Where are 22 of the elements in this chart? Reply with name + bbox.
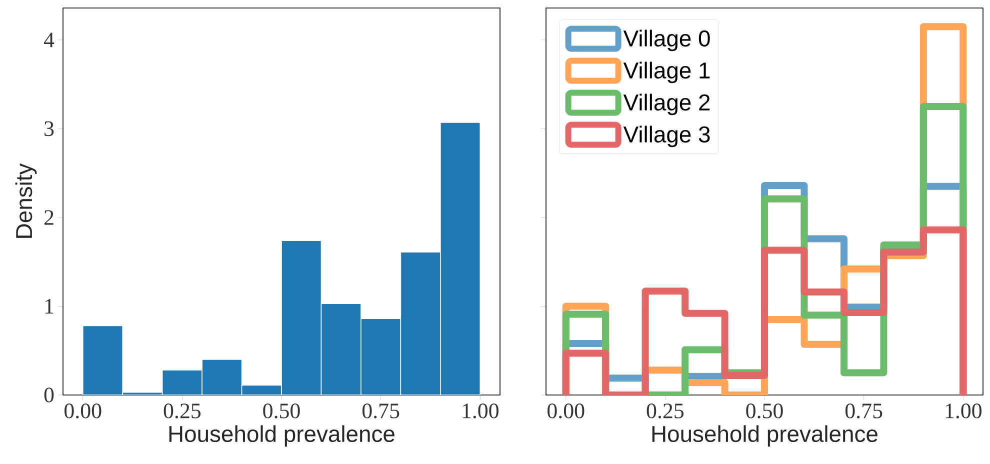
x-axis-title: Household prevalence	[652, 425, 878, 447]
x-tick-label: 0.75	[362, 404, 400, 418]
x-tick-label: 0.50	[746, 404, 783, 418]
y-axis-title: Density	[15, 163, 37, 238]
x-tick-label: 0.00	[548, 404, 584, 418]
x-tick-label: 1.00	[462, 404, 498, 418]
legend-label: Village 2	[623, 94, 710, 116]
legend-label: Village 1	[623, 62, 710, 84]
x-tick-label: 1.00	[946, 404, 982, 418]
legend-label: Village 0	[623, 30, 710, 52]
x-tick-label: 0.50	[263, 404, 300, 418]
y-tick-label: 4	[44, 32, 54, 48]
y-tick-label: 2	[44, 210, 54, 225]
legend-label: Village 3	[623, 126, 710, 148]
x-tick-label: 0.75	[845, 404, 882, 418]
y-tick-label: 1	[45, 298, 54, 314]
x-tick-label: 0.25	[164, 404, 201, 418]
x-tick-label: 0.00	[64, 404, 102, 418]
x-tick-label: 0.25	[646, 404, 684, 418]
y-tick-label: 0	[44, 388, 54, 402]
y-tick-label: 3	[44, 121, 54, 136]
x-axis-title: Household prevalence	[169, 425, 394, 447]
